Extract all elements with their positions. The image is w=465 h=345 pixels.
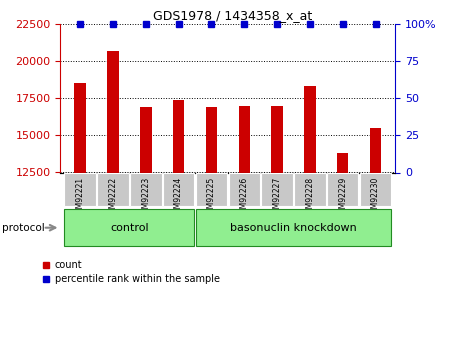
Bar: [370, 128, 381, 345]
Text: protocol: protocol: [2, 223, 45, 233]
Text: GSM92226: GSM92226: [240, 177, 249, 218]
Text: GSM92228: GSM92228: [306, 177, 314, 218]
Bar: [163, 173, 194, 206]
Bar: [196, 173, 227, 206]
Text: basonuclin knockdown: basonuclin knockdown: [230, 223, 357, 233]
Bar: [130, 173, 161, 206]
Bar: [64, 209, 194, 246]
Legend: count, percentile rank within the sample: count, percentile rank within the sample: [42, 260, 219, 284]
Bar: [206, 107, 217, 345]
Bar: [304, 87, 316, 345]
Bar: [239, 106, 250, 345]
Bar: [294, 173, 326, 206]
Bar: [74, 83, 86, 345]
Bar: [64, 173, 96, 206]
Bar: [261, 173, 293, 206]
Text: GSM92227: GSM92227: [272, 177, 282, 218]
Bar: [107, 51, 119, 345]
Bar: [360, 173, 392, 206]
Bar: [337, 153, 348, 345]
Bar: [140, 107, 152, 345]
Bar: [272, 106, 283, 345]
Bar: [173, 100, 184, 345]
Text: GDS1978 / 1434358_x_at: GDS1978 / 1434358_x_at: [153, 9, 312, 22]
Text: GSM92229: GSM92229: [338, 177, 347, 218]
Bar: [196, 209, 392, 246]
Text: GSM92224: GSM92224: [174, 177, 183, 218]
Text: GSM92221: GSM92221: [76, 177, 85, 218]
Bar: [97, 173, 129, 206]
Text: GSM92225: GSM92225: [207, 177, 216, 218]
Text: GSM92223: GSM92223: [141, 177, 150, 218]
Bar: [228, 173, 260, 206]
Text: control: control: [110, 223, 149, 233]
Bar: [327, 173, 359, 206]
Text: GSM92222: GSM92222: [108, 177, 118, 218]
Text: GSM92230: GSM92230: [371, 177, 380, 218]
